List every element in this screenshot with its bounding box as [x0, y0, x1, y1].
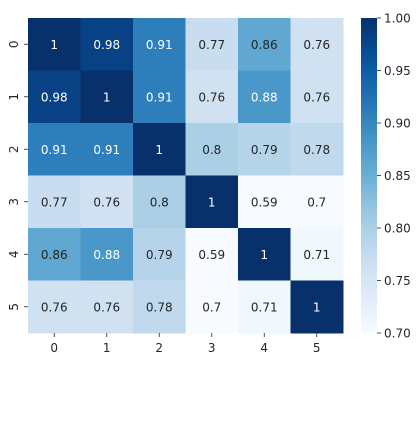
heatmap-cell-4-1 [80, 228, 134, 281]
cell-label-2-2: 1 [155, 143, 163, 157]
colorbar-tick-label-2: 0.80 [384, 222, 411, 236]
heatmap-cell-1-5 [290, 70, 344, 124]
heatmap-cell-2-3 [185, 123, 239, 176]
cell-label-3-4: 0.59 [251, 195, 278, 209]
heatmap-cell-5-1 [80, 280, 134, 334]
heatmap-cell-4-2 [133, 228, 186, 281]
cell-label-3-0: 0.77 [41, 195, 68, 209]
heatmap-cell-3-4 [238, 175, 291, 229]
cell-label-2-0: 0.91 [41, 143, 68, 157]
heatmap-cell-3-2 [133, 175, 186, 229]
cell-label-1-0: 0.98 [41, 90, 68, 104]
cell-label-0-2: 0.91 [146, 38, 173, 52]
cell-label-0-5: 0.76 [303, 38, 330, 52]
cell-label-5-1: 0.76 [93, 300, 120, 314]
cell-label-1-4: 0.88 [251, 90, 278, 104]
heatmap-cell-2-2 [133, 123, 186, 176]
colorbar-tick-label-0: 0.70 [384, 327, 411, 341]
y-tick-label-1: 1 [7, 93, 21, 101]
cell-label-4-4: 1 [260, 248, 268, 262]
y-tick-label-2: 2 [7, 145, 21, 153]
cell-label-4-2: 0.79 [146, 248, 173, 262]
cell-label-1-2: 0.91 [146, 90, 173, 104]
colorbar-tick-label-3: 0.85 [384, 169, 411, 183]
cell-label-4-3: 0.59 [198, 248, 225, 262]
heatmap-cell-5-5 [290, 280, 344, 334]
cell-label-5-0: 0.76 [41, 300, 68, 314]
x-tick-label-3: 3 [208, 341, 216, 355]
heatmap-cell-5-0 [28, 280, 81, 334]
x-tick-label-2: 2 [155, 341, 163, 355]
y-tick-label-0: 0 [7, 40, 21, 48]
heatmap-cell-3-5 [290, 175, 344, 229]
cell-label-3-5: 0.7 [307, 195, 326, 209]
colorbar-tick-label-4: 0.90 [384, 117, 411, 131]
heatmap-cell-1-1 [80, 70, 134, 124]
heatmap-cell-4-5 [290, 228, 344, 281]
cell-label-0-3: 0.77 [198, 38, 225, 52]
heatmap-cell-3-1 [80, 175, 134, 229]
heatmap-cell-4-3 [185, 228, 239, 281]
cell-label-1-3: 0.76 [198, 90, 225, 104]
cell-label-0-1: 0.98 [93, 38, 120, 52]
cell-label-5-3: 0.7 [202, 300, 221, 314]
heatmap-cell-3-3 [185, 175, 239, 229]
heatmap-cell-0-5 [290, 18, 344, 71]
cell-label-5-2: 0.78 [146, 300, 173, 314]
heatmap-cell-1-0 [28, 70, 81, 124]
heatmap-cell-4-4 [238, 228, 291, 281]
cell-label-0-4: 0.86 [251, 38, 278, 52]
heatmap-cell-1-4 [238, 70, 291, 124]
heatmap-cell-2-1 [80, 123, 134, 176]
colorbar-tick-label-5: 0.95 [384, 64, 411, 78]
heatmap-cells [28, 18, 344, 334]
cell-label-3-2: 0.8 [150, 195, 169, 209]
cell-label-2-1: 0.91 [93, 143, 120, 157]
colorbar-tick-label-6: 1.00 [384, 12, 411, 26]
cell-label-1-1: 1 [103, 90, 111, 104]
cell-label-3-3: 1 [208, 195, 216, 209]
cell-label-3-1: 0.76 [93, 195, 120, 209]
heatmap-cell-0-3 [185, 18, 239, 71]
y-tick-label-3: 3 [7, 198, 21, 206]
heatmap-cell-0-2 [133, 18, 186, 71]
cell-label-0-0: 1 [50, 38, 58, 52]
x-tick-label-0: 0 [50, 341, 58, 355]
heatmap-cell-5-3 [185, 280, 239, 334]
cell-label-2-3: 0.8 [202, 143, 221, 157]
heatmap-cell-0-4 [238, 18, 291, 71]
cell-label-5-4: 0.71 [251, 300, 278, 314]
cell-label-4-1: 0.88 [93, 248, 120, 262]
cell-label-4-5: 0.71 [303, 248, 330, 262]
heatmap-cell-5-4 [238, 280, 291, 334]
y-tick-label-5: 5 [7, 303, 21, 311]
x-tick-label-4: 4 [260, 341, 268, 355]
heatmap-cell-1-3 [185, 70, 239, 124]
heatmap-cell-0-0 [28, 18, 81, 71]
cell-label-2-4: 0.79 [251, 143, 278, 157]
cell-label-5-5: 1 [313, 300, 321, 314]
heatmap-cell-0-1 [80, 18, 134, 71]
heatmap-cell-5-2 [133, 280, 186, 334]
heatmap-cell-3-0 [28, 175, 81, 229]
heatmap-cell-4-0 [28, 228, 81, 281]
colorbar [361, 18, 377, 333]
cell-label-4-0: 0.86 [41, 248, 68, 262]
colorbar-tick-label-1: 0.75 [384, 274, 411, 288]
cell-label-1-5: 0.76 [303, 90, 330, 104]
x-tick-label-1: 1 [103, 341, 111, 355]
heatmap-cell-2-5 [290, 123, 344, 176]
y-tick-label-4: 4 [7, 250, 21, 258]
cell-label-2-5: 0.78 [303, 143, 330, 157]
heatmap-cell-2-0 [28, 123, 81, 176]
heatmap-cell-1-2 [133, 70, 186, 124]
heatmap-cell-2-4 [238, 123, 291, 176]
x-tick-label-5: 5 [313, 341, 321, 355]
